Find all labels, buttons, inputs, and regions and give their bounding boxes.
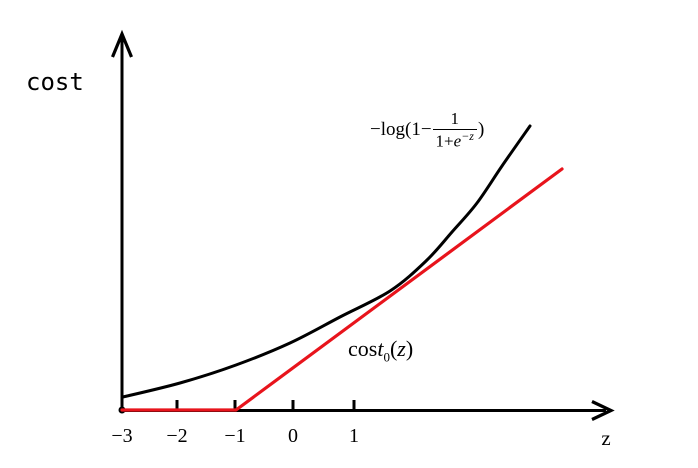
logistic-cost-formula: −log(1− 1 1+e−z ) <box>370 110 484 151</box>
formula-numerator: 1 <box>450 109 460 128</box>
logistic-cost-curve <box>121 124 532 399</box>
x-axis-tick-label: 1 <box>349 425 359 447</box>
x-axis-arrow-icon <box>591 400 615 421</box>
x-axis-tick-label: −2 <box>166 425 188 447</box>
hinge-cost-label: cost0(z) <box>348 336 414 365</box>
x-axis-tick-label: −3 <box>111 425 133 447</box>
x-axis-tick-label: −1 <box>224 425 246 447</box>
hinge-cost-curve <box>120 167 564 412</box>
formula-close-paren: ) <box>477 119 485 141</box>
x-axis-label: z <box>601 426 611 450</box>
y-axis-arrow-icon <box>111 29 133 58</box>
y-axis-label: cost <box>26 68 84 96</box>
x-axis-tick-label: 0 <box>288 425 298 447</box>
formula-denominator: 1+e−z <box>432 129 477 151</box>
formula-prefix: −log(1− <box>370 119 432 141</box>
formula-fraction: 1 1+e−z <box>432 109 477 151</box>
